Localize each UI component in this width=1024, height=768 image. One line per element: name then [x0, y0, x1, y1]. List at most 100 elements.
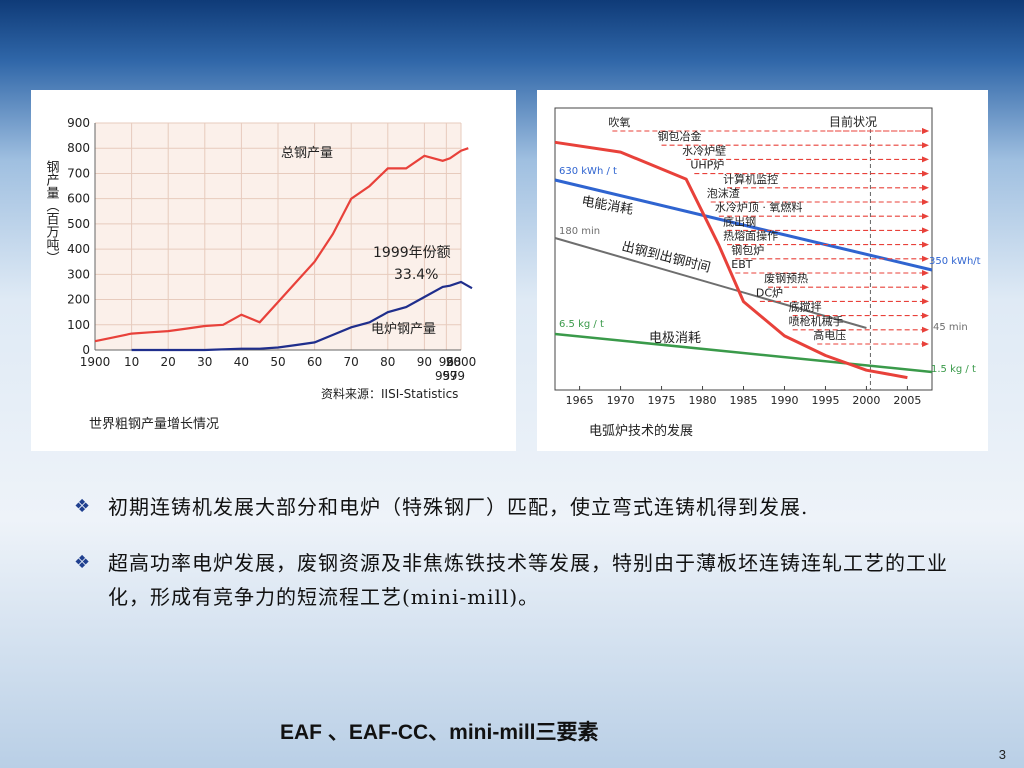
- y-tick-label: 500: [67, 217, 90, 231]
- arrow-head-icon: [922, 199, 929, 205]
- eaf-technology-chart: 1965 1970 1975 1980 1985 1990 1995 2000 2005 吹氧钢…: [554, 107, 981, 439]
- y-tick-label: 0: [82, 343, 90, 357]
- milestone-label: 底出钢: [723, 214, 756, 228]
- milestone-label: 喷枪机械手: [789, 314, 844, 328]
- milestone-label: UHP炉: [690, 159, 724, 172]
- series-name-electrode: 电极消耗: [649, 331, 701, 346]
- milestone-label: 泡沫渣: [707, 186, 740, 200]
- series-line-energy: [554, 178, 933, 272]
- x-tick-label: 96: [439, 355, 454, 369]
- y-axis-label: 钢产量（百万吨）: [44, 160, 60, 264]
- bullet-text: 超高功率电炉发展，废钢资源及非焦炼铁技术等发展，特别由于薄板坯连铸连轧工艺的工业…: [108, 551, 948, 609]
- y-tick-label: 200: [67, 293, 90, 307]
- y-tick-label: 600: [67, 192, 90, 206]
- milestone-label: 高电压: [813, 328, 846, 342]
- bullet-item: ❖ 超高功率电炉发展，废钢资源及非焦炼铁技术等发展，特别由于薄板坯连铸连轧工艺的…: [74, 546, 954, 614]
- y-tick-label: 400: [67, 242, 90, 256]
- milestone-label: 废钢预热: [764, 271, 808, 285]
- source-note: 资料来源：IISI-Statistics: [321, 387, 458, 401]
- x-tick-label: 98: [446, 355, 461, 369]
- x-tick-label: 80: [380, 355, 395, 369]
- milestone-label: 热熔面操作: [723, 229, 778, 243]
- series-label-eaf: 电炉钢产量: [371, 322, 436, 337]
- x-tick-label: 99: [450, 369, 465, 383]
- x-tick-label: 10: [124, 355, 139, 369]
- arrow-head-icon: [922, 227, 929, 234]
- series-line-eaf: [131, 280, 473, 352]
- y-tick-label: 800: [67, 141, 90, 155]
- x-tick-label: 97: [442, 369, 457, 383]
- x-tick-label: 2000: [446, 355, 477, 369]
- arrow-head-icon: [922, 241, 929, 248]
- arrow-head-icon: [922, 170, 929, 177]
- x-tick-label: 2000: [852, 394, 880, 407]
- arrow-head-icon: [922, 156, 929, 163]
- eaf-technology-chart-panel: 1965 1970 1975 1980 1985 1990 1995 2000 2005 吹氧钢…: [537, 90, 988, 451]
- x-tick-label: 70: [344, 355, 359, 369]
- milestone-label: 水冷炉顶 · 氧燃料: [715, 200, 803, 214]
- y-tick-label: 700: [67, 166, 90, 180]
- trend-curve: [554, 140, 908, 380]
- world-steel-chart-panel: 0 100 200 300 400 500 600 700 800 900 1900 10 20 30 40…: [31, 90, 516, 451]
- arrow-head-icon: [922, 326, 929, 333]
- x-tick-label: 1975: [648, 394, 676, 407]
- series-line-electrode: [554, 332, 933, 374]
- x-tick-label: 1990: [770, 394, 798, 407]
- arrow-head-icon: [922, 128, 929, 134]
- milestone-label: 底搅拌: [789, 300, 822, 314]
- x-tick-label: 1980: [689, 394, 717, 407]
- annotation-year-share: 1999年份额: [373, 245, 451, 261]
- arrow-head-icon: [922, 184, 929, 191]
- milestone-label: 钢包冶金: [658, 129, 702, 143]
- arrow-head-icon: [922, 298, 929, 305]
- current-status-label: 目前状况: [829, 114, 877, 129]
- bullet-item: ❖ 初期连铸机发展大部分和电炉（特殊钢厂）匹配，使立弯式连铸机得到发展.: [74, 490, 954, 524]
- x-tick-label: 90: [417, 355, 432, 369]
- arrow-head-icon: [922, 213, 929, 220]
- milestone-label: 吹氧: [608, 115, 630, 129]
- series-line-tap: [554, 237, 867, 329]
- series-line-total: [94, 147, 469, 343]
- diamond-bullet-icon: ❖: [74, 552, 91, 573]
- x-tick-label: 40: [234, 355, 249, 369]
- x-tick-label: 30: [197, 355, 212, 369]
- x-tick-label: 95: [435, 369, 450, 383]
- x-tick-label: 20: [161, 355, 176, 369]
- x-tick-label: 1965: [566, 394, 594, 407]
- annotation-share-percent: 33.4%: [394, 267, 438, 283]
- arrow-head-icon: [922, 312, 929, 319]
- bullet-list: ❖ 初期连铸机发展大部分和电炉（特殊钢厂）匹配，使立弯式连铸机得到发展. ❖ 超…: [74, 490, 954, 636]
- x-tick-label: 1985: [730, 394, 758, 407]
- series-start-tap: 180 min: [559, 226, 600, 237]
- series-start-energy: 630 kWh / t: [559, 166, 617, 177]
- milestone-label: 水冷炉壁: [682, 143, 726, 157]
- series-label-total: 总钢产量: [281, 146, 333, 161]
- page-number: 3: [998, 747, 1006, 762]
- arrow-head-icon: [922, 341, 929, 347]
- x-tick-label: 1970: [607, 394, 635, 407]
- milestone-label: 计算机监控: [723, 172, 778, 186]
- arrow-head-icon: [922, 270, 929, 276]
- summary-line: EAF 、EAF-CC、mini-mill三要素: [280, 721, 599, 744]
- world-steel-chart: 0 100 200 300 400 500 600 700 800 900 1900 10 20 30 40…: [44, 116, 477, 432]
- milestone-label: EBT: [731, 258, 752, 271]
- x-tick-label: 1995: [811, 394, 839, 407]
- x-tick-label: 50: [270, 355, 285, 369]
- y-tick-label: 900: [67, 116, 90, 130]
- diamond-bullet-icon: ❖: [74, 496, 91, 517]
- milestone-label: DC炉: [756, 286, 783, 299]
- milestone-label: 钢包炉: [731, 244, 764, 257]
- x-tick-label: 2005: [893, 394, 921, 407]
- series-end-tap-label: 45 min: [933, 322, 968, 333]
- arrow-head-icon: [922, 255, 929, 262]
- series-start-electrode: 6.5 kg / t: [559, 319, 604, 330]
- chart-caption: 世界粗钢产量增长情况: [89, 417, 219, 432]
- series-end-energy-label: 350 kWh/t: [929, 256, 981, 267]
- y-tick-label: 300: [67, 267, 90, 281]
- x-tick-label: 1900: [80, 355, 111, 369]
- series-end-electrode-label: 1.5 kg / t: [931, 364, 976, 375]
- chart-caption: 电弧炉技术的发展: [589, 423, 693, 439]
- x-tick-label: 60: [307, 355, 322, 369]
- arrow-head-icon: [922, 142, 929, 149]
- bullet-text: 初期连铸机发展大部分和电炉（特殊钢厂）匹配，使立弯式连铸机得到发展.: [108, 495, 809, 519]
